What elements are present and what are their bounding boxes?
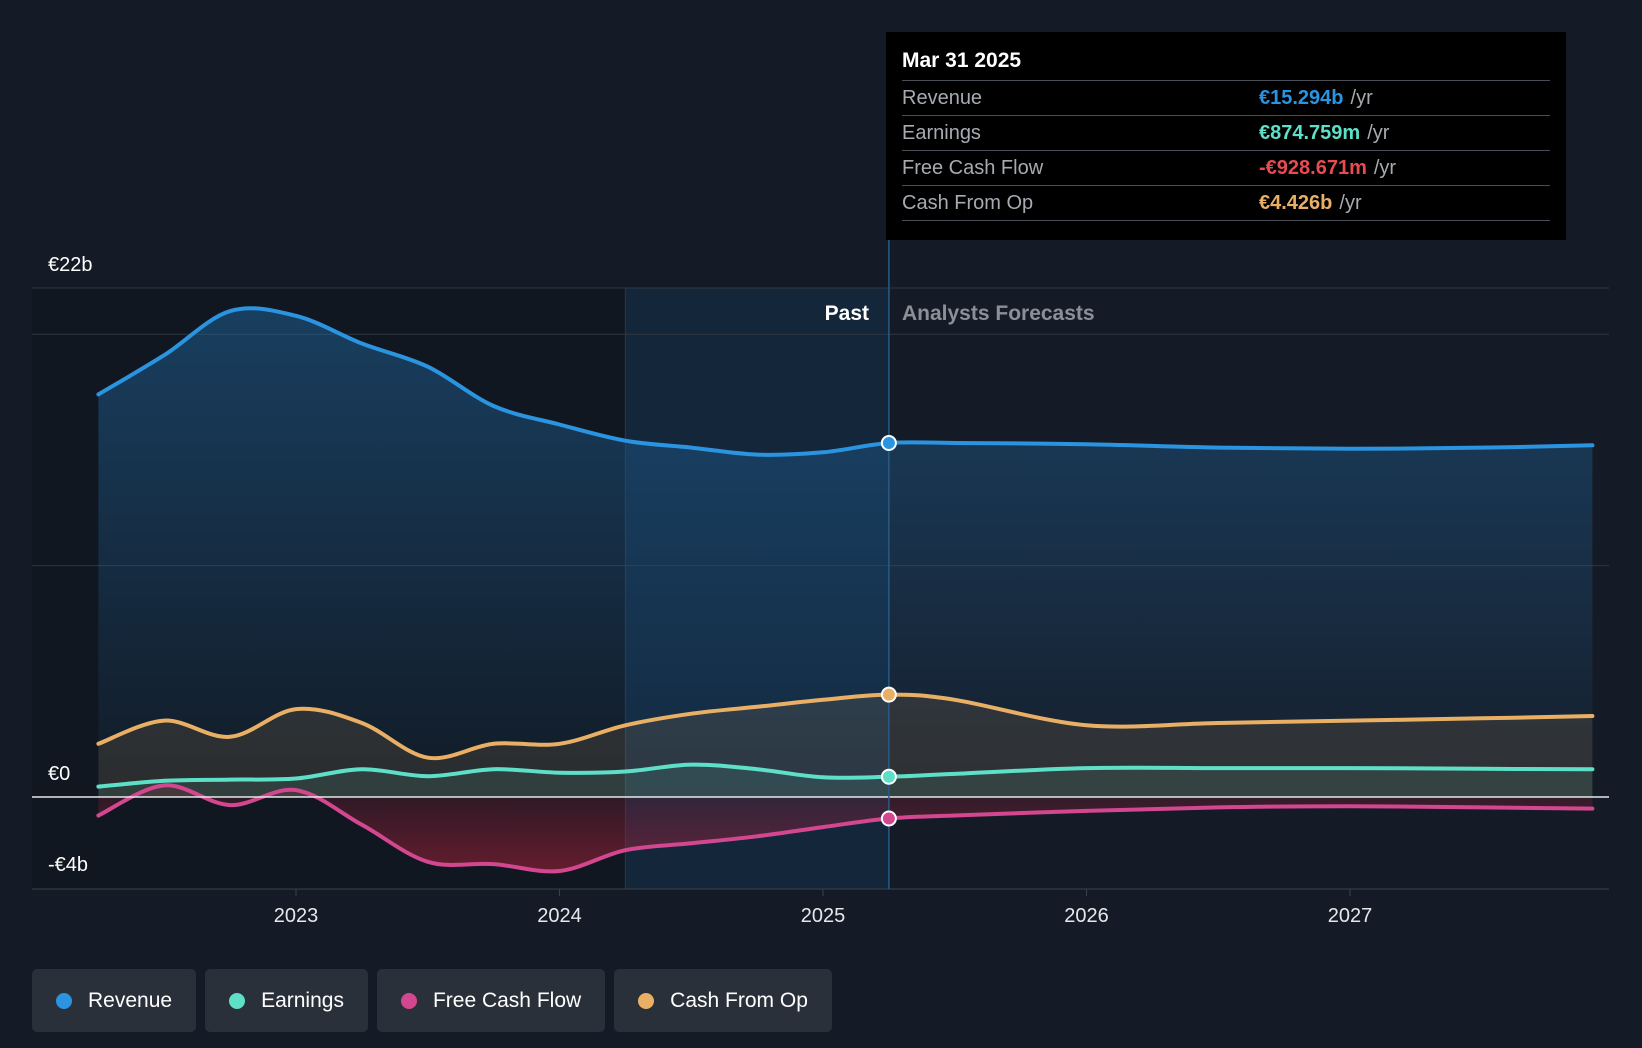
past-label: Past: [825, 302, 869, 325]
tooltip-row-cash-from-op: Cash From Op €4.426b /yr: [902, 185, 1550, 221]
y-label-zero: €0: [48, 763, 70, 785]
legend-label: Earnings: [261, 988, 344, 1012]
y-label-min: -€4b: [48, 854, 88, 876]
revenue-line: [96, 306, 1595, 457]
tooltip-unit: /yr: [1373, 156, 1397, 179]
tooltip-value: €874.759m: [1259, 121, 1361, 144]
revenue-dot-icon: [56, 992, 72, 1009]
forecast-label: Analysts Forecasts: [902, 302, 1095, 325]
x-tick-label: 2027: [1328, 905, 1373, 927]
free-cash-flow-line: [96, 783, 1595, 874]
legend-item-earnings[interactable]: Earnings: [205, 969, 368, 1032]
tooltip-row-free-cash-flow: Free Cash Flow -€928.671m /yr: [902, 150, 1550, 185]
tooltip-value: €4.426b: [1259, 191, 1333, 214]
earnings-line: [96, 762, 1595, 789]
tooltip-name: Revenue: [902, 86, 983, 109]
earnings-marker: [880, 768, 897, 785]
x-tick-label: 2026: [1064, 905, 1109, 927]
tooltip-value: -€928.671m: [1259, 156, 1367, 179]
tooltip-unit: /yr: [1339, 191, 1362, 214]
x-tick-label: 2024: [537, 905, 582, 927]
free-cash-flow-marker: [880, 810, 897, 827]
tooltip-row-revenue: Revenue €15.294b /yr: [902, 80, 1550, 115]
y-label-max: €22b: [48, 254, 93, 276]
cash-from-op-marker: [880, 686, 897, 703]
tooltip: Mar 31 2025 Revenue €15.294b /yr Earning…: [886, 32, 1566, 240]
legend-label: Revenue: [88, 988, 173, 1012]
x-tick-label: 2025: [801, 905, 846, 927]
cash-from-op-line: [96, 692, 1595, 761]
tooltip-unit: /yr: [1350, 86, 1373, 109]
tooltip-row-earnings: Earnings €874.759m /yr: [902, 115, 1550, 150]
tooltip-name: Free Cash Flow: [902, 156, 1044, 179]
legend-item-free-cash-flow[interactable]: Free Cash Flow: [376, 969, 606, 1032]
legend-label: Free Cash Flow: [432, 988, 582, 1012]
legend-item-revenue[interactable]: Revenue: [32, 969, 197, 1032]
revenue-area: [98, 308, 1593, 797]
tooltip-unit: /yr: [1367, 121, 1390, 144]
x-tick-label: 2023: [274, 905, 319, 927]
legend-label: Cash From Op: [670, 988, 808, 1012]
revenue-marker: [880, 435, 897, 452]
tooltip-name: Cash From Op: [902, 191, 1034, 214]
legend-item-cash-from-op[interactable]: Cash From Op: [614, 969, 832, 1032]
tooltip-name: Earnings: [902, 121, 981, 144]
tooltip-value: €15.294b: [1259, 86, 1344, 109]
free-cash-flow-dot-icon: [400, 992, 417, 1009]
legend: Revenue Earnings Free Cash Flow Cash Fro…: [32, 969, 832, 1032]
tooltip-date: Mar 31 2025: [902, 49, 1022, 72]
earnings-dot-icon: [229, 992, 246, 1009]
cash-from-op-dot-icon: [638, 992, 655, 1009]
